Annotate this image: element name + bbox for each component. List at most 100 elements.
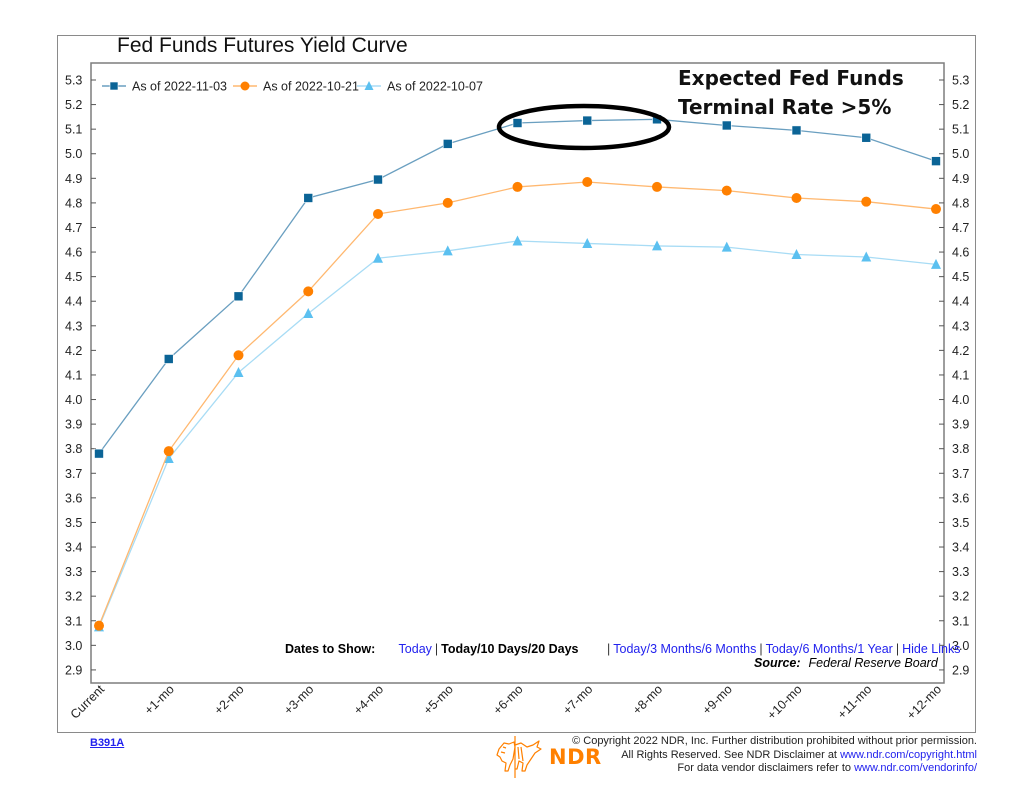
legend-item: As of 2022-10-21 (233, 80, 359, 94)
legend-label: As of 2022-10-07 (387, 80, 483, 94)
x-tick-label: +12-mo (904, 682, 944, 722)
terminal-rate-annotation: Expected Fed Funds Terminal Rate >5% (678, 64, 904, 122)
series-20221007 (94, 235, 941, 632)
y-tick-label-left: 4.8 (65, 196, 82, 210)
copyright-line-2-text: All Rights Reserved. See NDR Disclaimer … (621, 748, 841, 761)
y-tick-label-right: 4.3 (952, 319, 969, 333)
y-tick-label-left: 4.6 (65, 246, 82, 260)
x-tick-label: +11-mo (835, 682, 874, 721)
plot-frame (90, 62, 945, 684)
y-tick-label-left: 3.6 (65, 491, 82, 505)
x-axis: Current +1-mo +2-mo +3-mo +4-mo +5-mo +6-mo +7-… (68, 682, 944, 722)
y-tick-label-right: 5.0 (952, 147, 969, 161)
source-line: Source: Federal Reserve Board (754, 656, 938, 670)
copyright-line-1: © Copyright 2022 NDR, Inc. Further distr… (572, 735, 977, 747)
x-tick-label: +8-mo (630, 682, 665, 717)
y-tick-label-left: 4.0 (65, 393, 82, 407)
y-tick-label-right: 3.1 (952, 614, 969, 628)
vendor-line-text: For data vendor disclaimers refer to (677, 762, 855, 774)
y-tick-label-right: 3.7 (952, 467, 969, 481)
y-tick-label-right: 3.5 (952, 516, 969, 530)
vendor-info-link[interactable]: www.ndr.com/vendorinfo/ (854, 762, 977, 774)
y-tick-label-right: 3.4 (952, 541, 969, 555)
y-tick-label-left: 3.3 (65, 565, 82, 579)
y-tick-label-left: 4.2 (65, 344, 82, 358)
copyright-link[interactable]: www.ndr.com/copyright.html (840, 748, 977, 761)
y-tick-label-right: 4.5 (952, 270, 969, 284)
link-today[interactable]: Today (398, 642, 432, 656)
dates-to-show-bar: Dates to Show: Today | Today/10 Days/20 Da… (285, 642, 960, 656)
y-tick-label-left: 3.8 (65, 442, 82, 456)
y-tick-label-right: 3.6 (952, 491, 969, 505)
legend-label: As of 2022-10-21 (263, 80, 359, 94)
separator: | (895, 642, 900, 656)
ndr-logo: NDR (495, 735, 602, 779)
link-today-6-months-1-year[interactable]: Today/6 Months/1 Year (765, 642, 893, 656)
terminal-rate-highlight-ellipse (496, 103, 672, 151)
x-tick-label: +6-mo (490, 682, 525, 717)
y-tick-label-right: 5.2 (952, 98, 969, 112)
y-tick-label-left: 3.7 (65, 467, 82, 481)
y-tick-label-left: 5.3 (65, 74, 82, 88)
y-tick-label-right: 4.0 (952, 393, 969, 407)
y-tick-label-right: 4.4 (952, 295, 969, 309)
x-tick-label: +9-mo (700, 682, 735, 717)
vendor-line: For data vendor disclaimers refer to www… (572, 762, 977, 776)
y-tick-label-right: 4.8 (952, 196, 969, 210)
y-tick-label-left: 4.1 (65, 368, 82, 382)
x-tick-label: Current (68, 682, 108, 722)
x-tick-label: +5-mo (421, 682, 456, 717)
chart-id-link[interactable]: B391A (90, 737, 125, 749)
x-tick-label: +7-mo (560, 682, 595, 717)
legend: As of 2022-11-03 As of 2022-10-21 As of 20… (102, 80, 483, 94)
chart-title: Fed Funds Futures Yield Curve (117, 34, 408, 57)
y-tick-label-left: 3.1 (65, 614, 82, 628)
link-today-10-days-20-days[interactable]: Today/10 Days/20 Days (441, 642, 579, 656)
y-tick-label-left: 2.9 (65, 663, 82, 677)
source-label: Source: (754, 656, 801, 670)
y-tick-label-left: 3.5 (65, 516, 82, 530)
link-today-3-months-6-months[interactable]: Today/3 Months/6 Months (613, 642, 757, 656)
y-tick-label-left: 4.5 (65, 270, 82, 284)
separator: | (759, 642, 763, 656)
y-tick-label-left: 3.4 (65, 541, 82, 555)
y-tick-label-right: 4.2 (952, 344, 969, 358)
y-tick-label-right: 4.6 (952, 246, 969, 260)
link-hide-links[interactable]: Hide Links (902, 642, 961, 656)
ndr-brand-text: NDR (549, 745, 602, 769)
y-tick-label-left: 3.9 (65, 418, 82, 432)
bull-bear-icon (496, 736, 542, 778)
dates-to-show-label: Dates to Show: (285, 642, 376, 656)
y-tick-label-left: 5.0 (65, 147, 82, 161)
annotation-line-2: Terminal Rate >5% (678, 95, 892, 119)
x-tick-label: +3-mo (281, 682, 316, 717)
x-tick-label: +10-mo (765, 682, 805, 722)
separator: | (607, 642, 611, 656)
source-value: Federal Reserve Board (808, 656, 938, 670)
legend-item: As of 2022-11-03 (102, 80, 227, 94)
y-tick-label-right: 3.0 (952, 639, 969, 653)
x-tick-label: +4-mo (351, 682, 386, 717)
y-tick-label-left: 4.7 (65, 221, 82, 235)
y-axis-right: 2.9 3.0 3.1 3.2 3.3 3.4 3.5 3.6 3.7 3.8 3.9 4.0 4.1 4… (939, 74, 969, 677)
series-20221021 (94, 177, 941, 631)
legend-item: As of 2022-10-07 (357, 80, 483, 94)
x-tick-label: +1-mo (142, 682, 177, 717)
plot-area (90, 62, 945, 684)
chart-outer-frame (57, 35, 976, 733)
y-tick-label-right: 2.9 (952, 663, 969, 677)
series-layer (94, 114, 941, 632)
copyright-line-2: All Rights Reserved. See NDR Disclaimer … (572, 749, 977, 763)
x-tick-label: +2-mo (211, 682, 246, 717)
y-tick-label-right: 4.9 (952, 172, 969, 186)
y-tick-label-right: 3.2 (952, 590, 969, 604)
y-tick-label-left: 5.1 (65, 123, 82, 137)
y-tick-label-right: 3.8 (952, 442, 969, 456)
y-tick-label-left: 5.2 (65, 98, 82, 112)
y-tick-label-left: 3.2 (65, 590, 82, 604)
annotation-line-1: Expected Fed Funds (678, 66, 904, 90)
y-tick-label-right: 4.1 (952, 368, 969, 382)
y-tick-label-right: 5.1 (952, 123, 969, 137)
y-tick-label-left: 3.0 (65, 639, 82, 653)
